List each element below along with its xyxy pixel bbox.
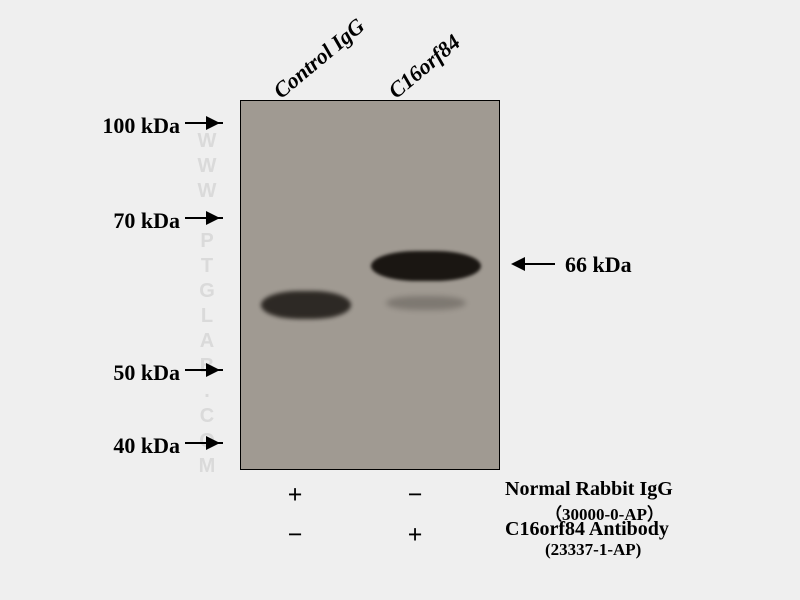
condition-symbol: − (400, 480, 430, 510)
arrow-right-icon (185, 127, 225, 129)
condition-symbol: + (280, 480, 310, 510)
condition-symbol: − (280, 520, 310, 550)
target-band-label: 66 kDa (565, 252, 632, 278)
mw-marker-label: 50 kDa (70, 360, 180, 386)
blot-membrane (240, 100, 500, 470)
condition-symbol: + (400, 520, 430, 550)
lane-label-target: C16orf84 (383, 29, 465, 104)
mw-marker-label: 100 kDa (70, 113, 180, 139)
antibody-label: Normal Rabbit IgG (505, 478, 673, 500)
mw-marker-label: 70 kDa (70, 208, 180, 234)
protein-band (371, 251, 481, 281)
antibody-catalog: (23337-1-AP) (545, 540, 641, 560)
antibody-label: C16orf84 Antibody (505, 518, 669, 540)
mw-marker-label: 40 kDa (70, 433, 180, 459)
western-blot-figure: Control IgG C16orf84 WWW.PTGLAB.COM 100 … (60, 20, 740, 580)
protein-band (261, 291, 351, 319)
arrow-right-icon (185, 447, 225, 449)
arrow-right-icon (185, 374, 225, 376)
arrow-right-icon (185, 222, 225, 224)
watermark-text: WWW.PTGLAB.COM (195, 130, 218, 480)
protein-band (386, 296, 466, 310)
band-arrow-icon (512, 264, 557, 266)
lane-label-control: Control IgG (268, 13, 369, 104)
